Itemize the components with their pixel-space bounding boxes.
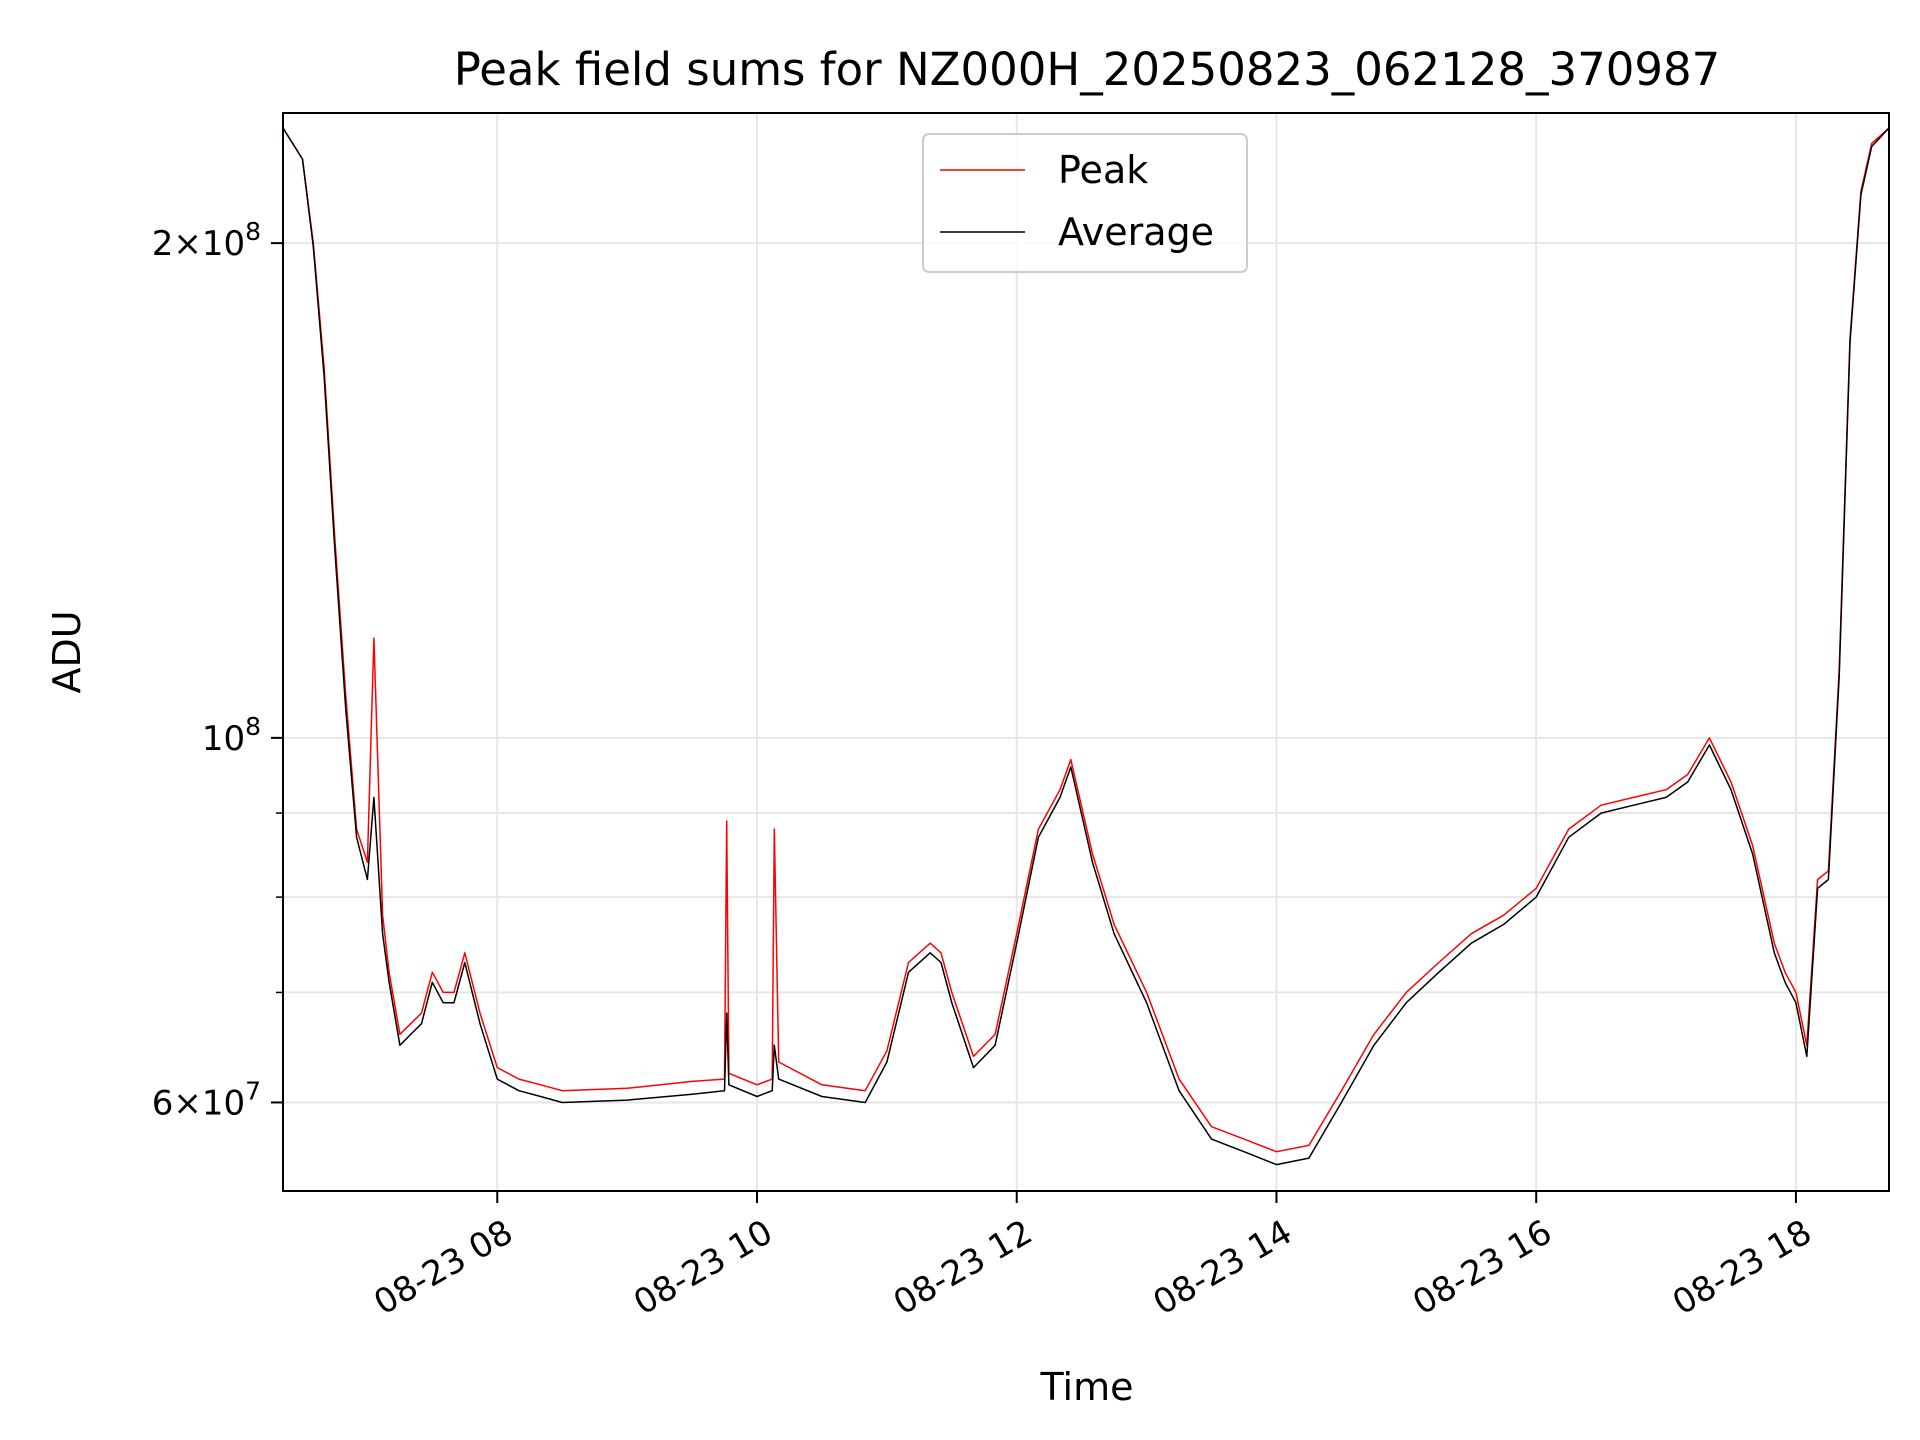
series-line-peak (282, 127, 1890, 1153)
legend-label-peak: Peak (1058, 148, 1148, 192)
legend: Peak Average (922, 133, 1248, 273)
y-tick-label: 108 (202, 712, 261, 759)
y-axis-label: ADU (45, 610, 89, 693)
series-layer (282, 127, 1890, 1166)
x-axis-label: Time (1040, 1365, 1134, 1409)
y-tick-label-base: 6 (152, 1083, 174, 1123)
y-tick-label-exponent: 7 (245, 1076, 261, 1105)
y-tick-label-times: × (173, 1083, 202, 1123)
y-tick-label-base: 2 (152, 224, 174, 264)
y-tick-label-exponent: 8 (245, 712, 261, 741)
series-line-average (282, 127, 1890, 1166)
y-tick-label-ten: 10 (202, 1083, 245, 1123)
y-tick-label-times: × (173, 224, 202, 264)
y-tick-label: 2×108 (152, 217, 261, 264)
grid-lines (283, 113, 1889, 1191)
plot-frame (282, 112, 1890, 1192)
y-tick-label-ten: 10 (202, 224, 245, 264)
y-tick-label-exponent: 8 (245, 217, 261, 246)
y-tick-label: 6×107 (152, 1076, 261, 1123)
legend-box (922, 133, 1248, 273)
legend-label-average: Average (1058, 210, 1214, 254)
chart-title: Peak field sums for NZ000H_20250823_0621… (454, 43, 1721, 96)
y-tick-label-ten: 10 (202, 719, 245, 759)
